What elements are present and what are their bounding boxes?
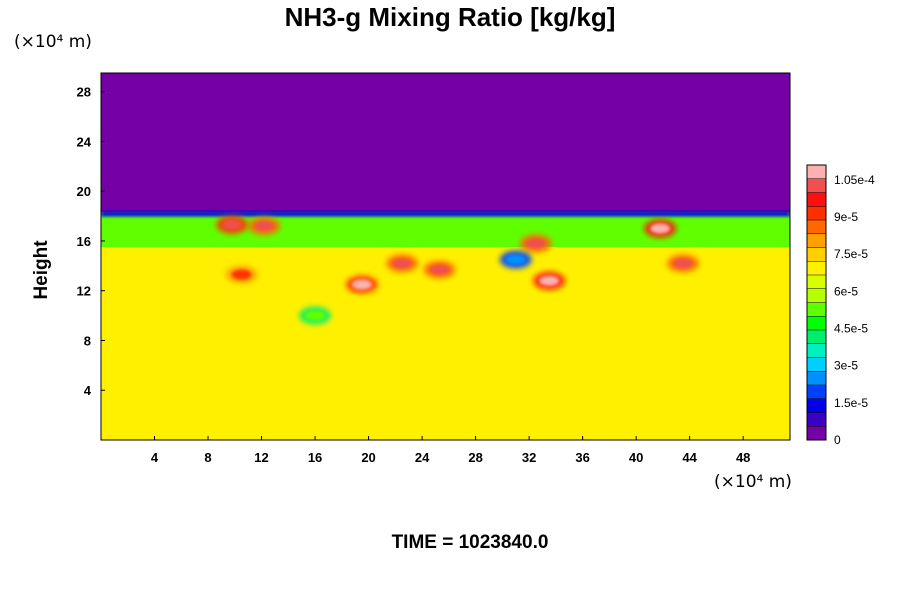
- time-label: TIME = 1023840.0: [391, 532, 549, 553]
- feature-10: [505, 254, 526, 265]
- x-tick-label-48: 48: [736, 450, 750, 465]
- colorbar-swatch-12: [807, 261, 826, 276]
- colorbar-swatch-6: [807, 343, 826, 358]
- colorbar-swatch-16: [807, 206, 826, 221]
- colorbar-label-0: 0: [834, 433, 841, 447]
- feature-1: [254, 221, 275, 232]
- colorbar-swatch-18: [807, 178, 826, 193]
- colorbar-label-3: 4.5e-5: [834, 322, 868, 336]
- x-axis-unit: (×10⁴ m): [714, 472, 792, 492]
- x-tick-label-24: 24: [415, 450, 430, 465]
- colorbar-swatch-8: [807, 316, 826, 331]
- feature-6: [539, 275, 560, 286]
- plot-frame: [100, 72, 791, 441]
- cloud-top-edge: [101, 211, 790, 217]
- y-tick-label-16: 16: [77, 234, 91, 249]
- feature-9: [672, 258, 693, 269]
- colorbar-swatch-3: [807, 385, 826, 400]
- x-tick-label-8: 8: [204, 450, 211, 465]
- chart-title: NH3-g Mixing Ratio [kg/kg]: [284, 2, 616, 32]
- colorbar-frame: [806, 164, 827, 441]
- colorbar-swatch-19: [807, 165, 826, 180]
- x-axis: 4 8 12 16 20 24 28 32 36 40 44 48: [151, 436, 750, 465]
- colorbar-swatch-7: [807, 330, 826, 345]
- colorbar-label-1: 1.5e-5: [834, 396, 868, 410]
- colorbar-swatch-0: [807, 426, 826, 441]
- y-axis: 4 8 12 16 20 24 28: [77, 85, 105, 398]
- feature-5: [429, 264, 450, 275]
- x-tick-label-4: 4: [151, 450, 159, 465]
- colorbar-label-4: 6e-5: [834, 284, 858, 298]
- colorbar-swatch-14: [807, 233, 826, 248]
- x-tick-label-32: 32: [522, 450, 536, 465]
- y-tick-label-8: 8: [84, 333, 91, 348]
- colorbar-swatch-5: [807, 357, 826, 372]
- background-region-1: [101, 212, 790, 248]
- x-tick-label-16: 16: [308, 450, 322, 465]
- colorbar-swatch-13: [807, 247, 826, 262]
- background-region-0: [101, 247, 790, 440]
- feature-0: [222, 219, 243, 230]
- feature-4: [392, 258, 413, 269]
- y-axis-unit: (×10⁴ m): [14, 32, 92, 52]
- colorbar-swatch-9: [807, 302, 826, 317]
- colorbar-swatch-1: [807, 412, 826, 427]
- x-tick-label-12: 12: [254, 450, 268, 465]
- colorbar-label-2: 3e-5: [834, 359, 858, 373]
- feature-3: [351, 279, 372, 290]
- x-tick-label-20: 20: [361, 450, 375, 465]
- plot-area: [101, 73, 790, 440]
- y-tick-label-28: 28: [77, 85, 91, 100]
- x-tick-label-40: 40: [629, 450, 643, 465]
- x-tick-label-36: 36: [575, 450, 589, 465]
- colorbar-swatch-11: [807, 275, 826, 290]
- colorbar-swatch-15: [807, 220, 826, 235]
- y-tick-label-4: 4: [84, 383, 92, 398]
- colorbar-swatch-2: [807, 398, 826, 413]
- colorbar-swatch-4: [807, 371, 826, 386]
- y-tick-label-20: 20: [77, 184, 91, 199]
- background-region-2: [101, 73, 790, 213]
- x-tick-label-44: 44: [682, 450, 697, 465]
- colorbar-label-6: 9e-5: [834, 210, 858, 224]
- feature-2: [231, 269, 252, 280]
- colorbar-swatch-10: [807, 288, 826, 303]
- colorbar-label-7: 1.05e-4: [834, 173, 875, 187]
- feature-8: [650, 223, 671, 234]
- y-tick-label-24: 24: [77, 134, 92, 149]
- feature-11: [305, 310, 326, 321]
- x-tick-label-28: 28: [468, 450, 482, 465]
- colorbar: 0 1.5e-5 3e-5 4.5e-5 6e-5 7.5e-5 9e-5 1.05e-4: [806, 164, 875, 447]
- feature-7: [525, 238, 546, 249]
- colorbar-swatch-17: [807, 192, 826, 207]
- colorbar-label-5: 7.5e-5: [834, 247, 868, 261]
- y-tick-label-12: 12: [77, 284, 91, 299]
